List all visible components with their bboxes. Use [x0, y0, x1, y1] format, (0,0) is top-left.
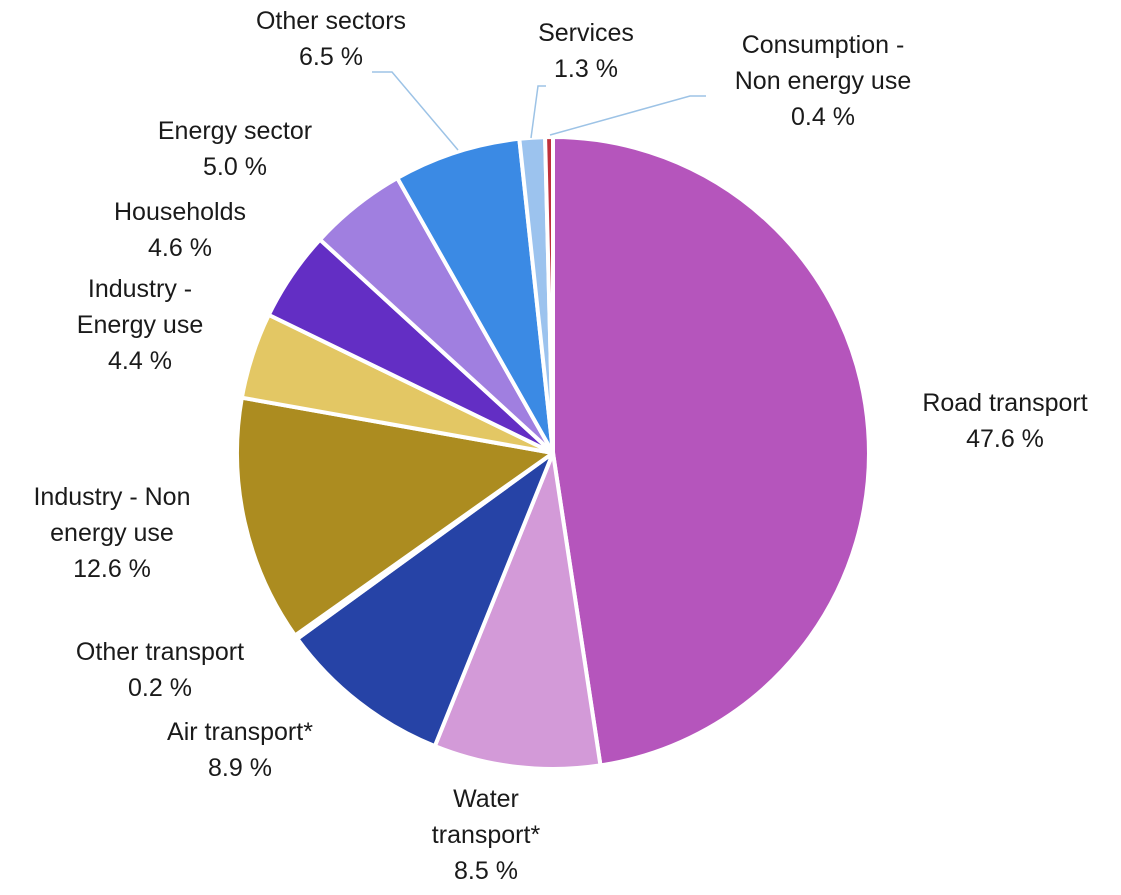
- data-label-line: Energy sector: [158, 117, 312, 145]
- data-label-services: Services 1.3 %: [538, 19, 634, 83]
- labels-layer: Road transport 47.6 % Water transport* 8.5 %…: [33, 7, 1087, 885]
- data-label-energy-sector: Energy sector 5.0 %: [158, 117, 312, 181]
- slice-air-transport: [295, 451, 555, 749]
- data-label-line: Road transport: [922, 389, 1087, 417]
- data-label-water-transport: Water transport* 8.5 %: [432, 785, 541, 885]
- data-label-line: Industry -: [88, 275, 192, 303]
- data-label-line: 6.5 %: [299, 43, 363, 71]
- data-label-line: Water: [453, 785, 519, 813]
- leader-line-other-sectors: [372, 71, 459, 151]
- data-label-industry-energy-use: Industry - Energy use 4.4 %: [77, 275, 203, 375]
- slice-road-transport: [551, 135, 871, 768]
- data-label-other-transport: Other transport 0.2 %: [76, 638, 244, 702]
- data-label-consumption-non-energy-use: Consumption - Non energy use 0.4 %: [735, 31, 912, 131]
- slice-other-sectors: [395, 136, 555, 455]
- leader-line-consumption-non-energy-use: [549, 95, 706, 136]
- data-label-line: Other transport: [76, 638, 244, 666]
- data-label-line: Air transport*: [167, 718, 313, 746]
- data-label-line: energy use: [50, 519, 174, 547]
- data-label-line: 8.5 %: [454, 857, 518, 885]
- data-label-line: 4.4 %: [108, 347, 172, 375]
- data-label-households: Households 4.6 %: [114, 198, 246, 262]
- data-label-industry-non-energy-use: Industry - Non energy use 12.6 %: [33, 483, 190, 583]
- data-label-line: Services: [538, 19, 634, 47]
- slice-consumption-non-energy-use: [543, 135, 555, 455]
- data-label-line: 8.9 %: [208, 754, 272, 782]
- data-label-line: Industry - Non: [33, 483, 190, 511]
- data-label-line: Consumption -: [742, 31, 905, 59]
- data-label-line: transport*: [432, 821, 541, 849]
- slice-water-transport: [432, 451, 603, 771]
- slice-industry-non-energy-use: [235, 395, 555, 638]
- slices-layer: [235, 135, 871, 771]
- data-label-other-sectors: Other sectors 6.5 %: [256, 7, 406, 71]
- data-label-line: Non energy use: [735, 67, 912, 95]
- data-label-line: 0.2 %: [128, 674, 192, 702]
- data-label-road-transport: Road transport 47.6 %: [922, 389, 1087, 453]
- data-label-line: Households: [114, 198, 246, 226]
- data-label-line: 0.4 %: [791, 103, 855, 131]
- data-label-line: 4.6 %: [148, 234, 212, 262]
- leader-line-services: [530, 85, 546, 139]
- data-label-line: 47.6 %: [966, 425, 1044, 453]
- data-label-line: 5.0 %: [203, 153, 267, 181]
- leader-lines-layer: [372, 71, 706, 151]
- data-label-line: Energy use: [77, 311, 203, 339]
- data-label-line: 1.3 %: [554, 55, 618, 83]
- data-label-line: Other sectors: [256, 7, 406, 35]
- data-label-air-transport: Air transport* 8.9 %: [167, 718, 313, 782]
- data-label-line: 12.6 %: [73, 555, 151, 583]
